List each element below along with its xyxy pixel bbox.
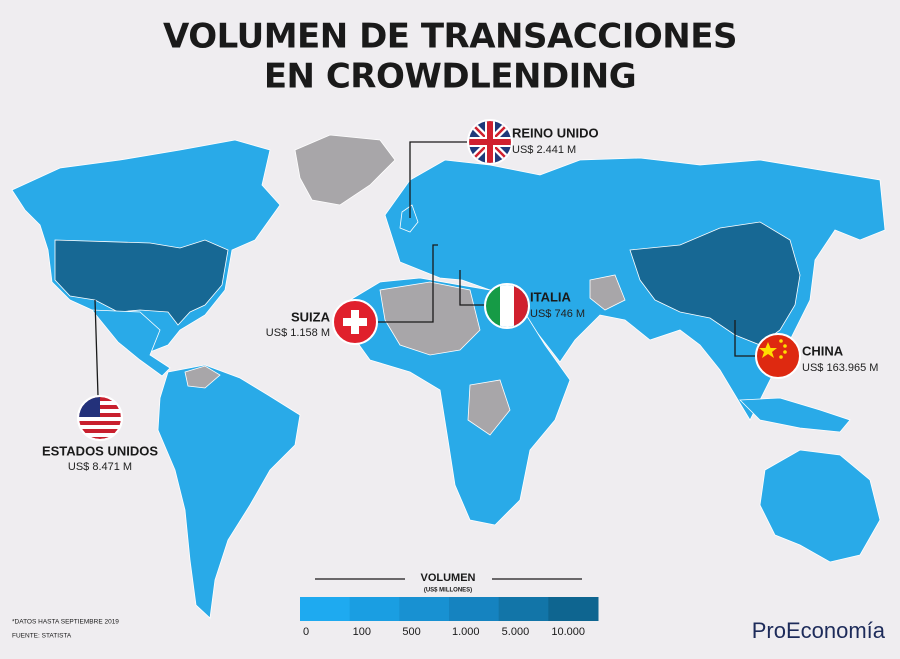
title-line: VOLUMEN DE TRANSACCIONES bbox=[163, 17, 737, 57]
leader-line bbox=[459, 270, 485, 306]
leader-line bbox=[734, 320, 756, 357]
africa-gray-2 bbox=[467, 379, 511, 436]
flag-usa bbox=[77, 395, 123, 441]
flag-china bbox=[755, 333, 801, 379]
flag-italy bbox=[484, 283, 530, 329]
south-america bbox=[157, 364, 301, 619]
legend-swatch bbox=[449, 597, 500, 621]
legend-swatch bbox=[349, 597, 400, 621]
legend-label: 5.000 bbox=[502, 626, 530, 638]
united-states bbox=[54, 239, 229, 326]
country-amount: US$ 8.471 M bbox=[68, 461, 132, 473]
country-name: CHINA bbox=[802, 343, 844, 358]
africa-gray bbox=[379, 281, 481, 356]
legend-label: 100 bbox=[353, 626, 371, 638]
legend-swatch bbox=[498, 597, 549, 621]
flag-uk bbox=[467, 119, 513, 165]
middle-east-gray bbox=[589, 274, 626, 311]
country-amount: US$ 1.158 M bbox=[266, 327, 330, 339]
footnote: FUENTE: STATISTA bbox=[12, 633, 72, 640]
country-amount: US$ 163.965 M bbox=[802, 362, 878, 374]
leader-line bbox=[409, 141, 468, 218]
legend-label: 10.000 bbox=[551, 626, 585, 638]
legend-title: VOLUMEN bbox=[421, 572, 476, 584]
legend-swatch bbox=[399, 597, 450, 621]
legend-label: 1.000 bbox=[452, 626, 480, 638]
country-name: ESTADOS UNIDOS bbox=[42, 443, 158, 458]
country-name: SUIZA bbox=[291, 309, 331, 324]
leader-lines bbox=[94, 141, 756, 397]
legend-swatch bbox=[548, 597, 599, 621]
brand: ProEconomía bbox=[752, 618, 886, 643]
legend-subtitle: (US$ MILLONES) bbox=[424, 588, 472, 594]
country-name: ITALIA bbox=[530, 289, 572, 304]
legend-label: 0 bbox=[303, 626, 309, 638]
central-america bbox=[91, 309, 171, 377]
flag-switzerland bbox=[332, 299, 378, 345]
legend-label: 500 bbox=[402, 626, 420, 638]
legend: VOLUMEN (US$ MILLONES) 0 100 500 1.000 5.000… bbox=[300, 572, 599, 638]
leader-line bbox=[94, 299, 99, 397]
country-name: REINO UNIDO bbox=[512, 125, 599, 140]
country-amount: US$ 746 M bbox=[530, 308, 585, 320]
leader-line bbox=[377, 244, 438, 323]
indonesia bbox=[739, 397, 851, 433]
country-amount: US$ 2.441 M bbox=[512, 144, 576, 156]
greenland bbox=[294, 134, 396, 206]
australia bbox=[759, 449, 881, 563]
legend-swatch bbox=[300, 597, 351, 621]
venezuela bbox=[184, 365, 221, 389]
title-line: EN CROWDLENDING bbox=[264, 57, 636, 97]
china bbox=[629, 221, 801, 346]
world-map bbox=[11, 134, 886, 619]
footnote: *DATOS HASTA SEPTIEMBRE 2019 bbox=[12, 619, 119, 626]
